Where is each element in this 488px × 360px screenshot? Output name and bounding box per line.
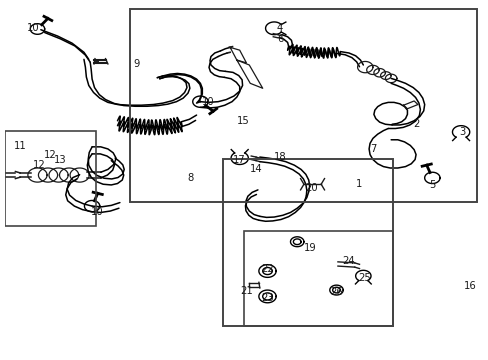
Bar	[5, 131, 96, 226]
Text: 13: 13	[54, 155, 66, 165]
Bar	[223, 159, 392, 327]
Text: 23: 23	[261, 293, 273, 303]
Text: 5: 5	[428, 180, 435, 190]
Text: 10: 10	[27, 23, 40, 33]
Text: 19: 19	[304, 243, 316, 253]
Text: 18: 18	[274, 152, 286, 162]
Text: 1: 1	[356, 179, 362, 189]
Text: 26: 26	[329, 287, 342, 297]
Text: 14: 14	[250, 165, 262, 174]
Text: 15: 15	[237, 116, 249, 126]
Text: 24: 24	[342, 256, 355, 266]
Text: 8: 8	[187, 173, 194, 183]
Text: 10: 10	[90, 207, 103, 217]
Text: 9: 9	[133, 59, 140, 69]
Text: 25: 25	[357, 273, 370, 283]
Text: 7: 7	[369, 144, 375, 154]
Text: 6: 6	[277, 34, 283, 44]
Text: 17: 17	[233, 154, 245, 165]
Text: 2: 2	[412, 118, 418, 129]
Text: 12: 12	[33, 160, 46, 170]
Text: 16: 16	[464, 281, 476, 291]
Text: 20: 20	[305, 183, 317, 193]
Bar	[244, 231, 392, 327]
Text: 4: 4	[276, 23, 282, 33]
Text: 21: 21	[240, 286, 253, 296]
Bar	[130, 9, 476, 202]
Text: 10: 10	[202, 97, 214, 107]
Text: 22: 22	[261, 264, 273, 274]
Text: 11: 11	[14, 141, 27, 152]
Text: 12: 12	[44, 150, 57, 159]
Text: 3: 3	[459, 127, 465, 138]
